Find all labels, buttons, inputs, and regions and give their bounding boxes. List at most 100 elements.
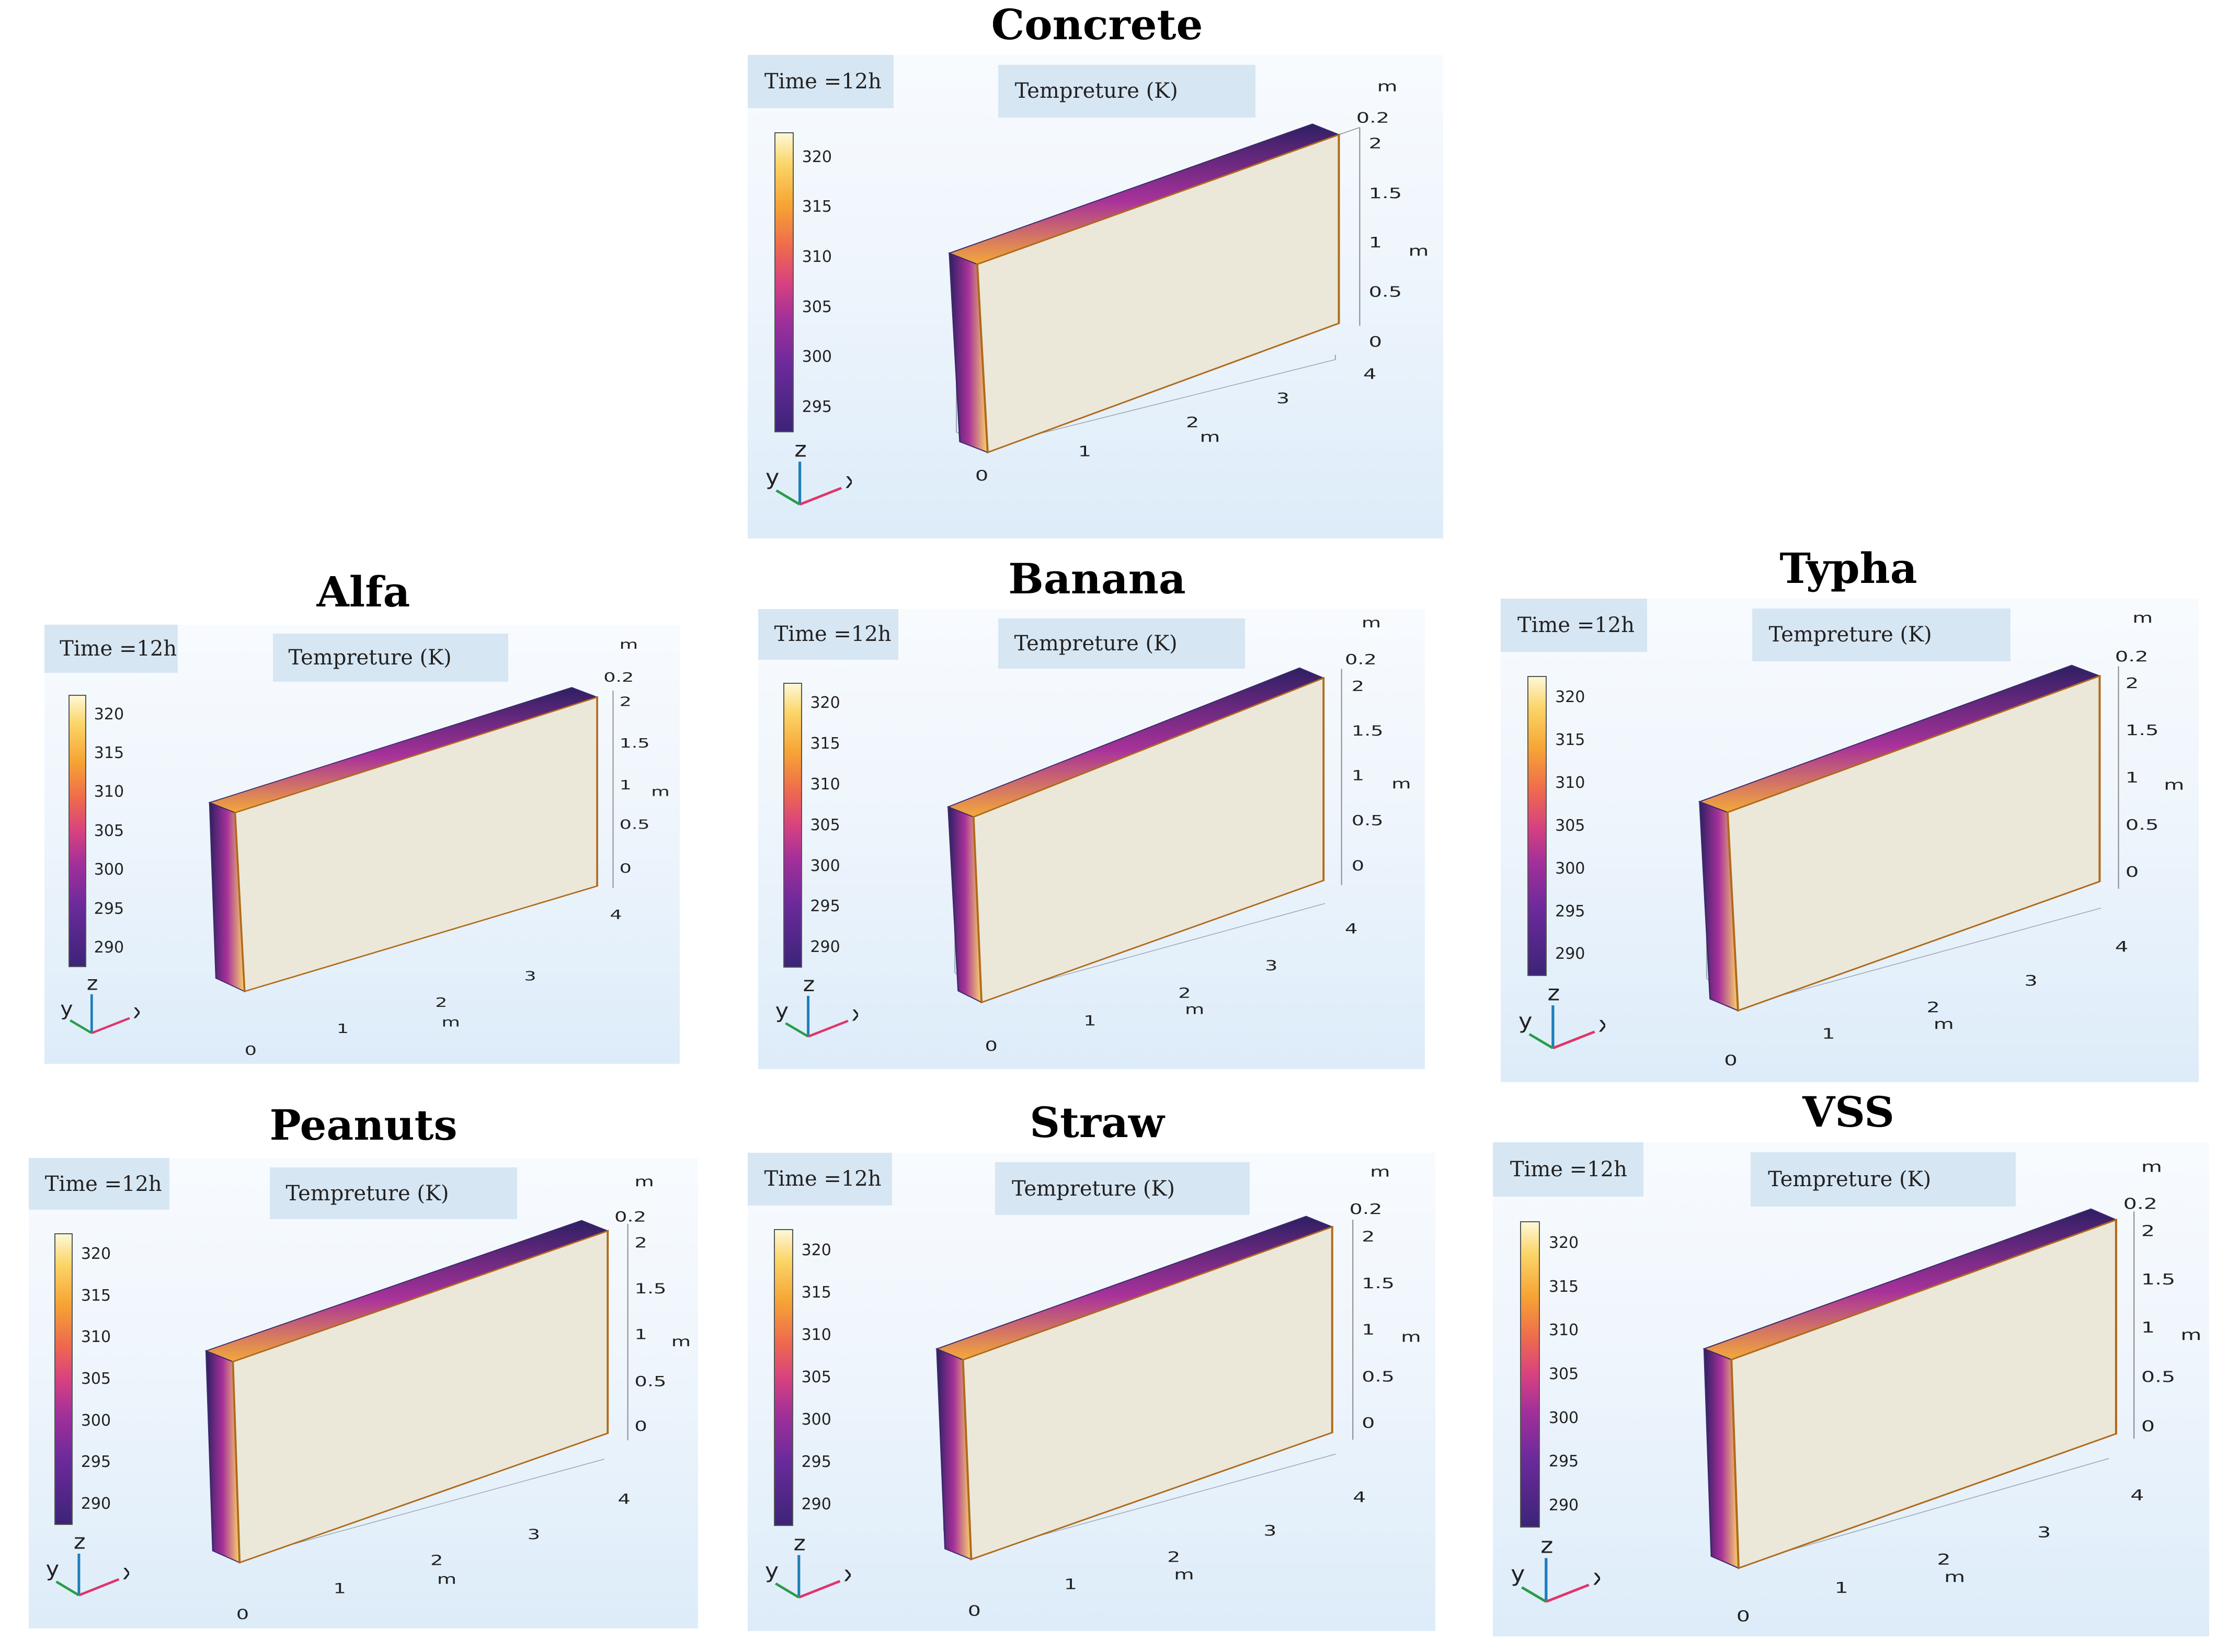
cb-tick: 290 bbox=[1555, 945, 1585, 963]
temperature-label: Tempreture (K) bbox=[1751, 1152, 2016, 1207]
z-tick: 1 bbox=[2141, 1319, 2155, 1336]
y-unit: m bbox=[2132, 610, 2153, 626]
z-unit: m bbox=[1391, 775, 1411, 791]
time-label: Time =12h bbox=[44, 625, 178, 673]
color-bar bbox=[1520, 1221, 1540, 1528]
x-tick: 0 bbox=[985, 1038, 998, 1054]
cb-tick: 290 bbox=[810, 938, 840, 957]
cb-tick: 315 bbox=[801, 1283, 831, 1302]
cb-tick: 320 bbox=[801, 1241, 831, 1259]
wall-geometry: 2 1.5 1 0.5 0 m 0.2 m 0 1 2 3 4 m bbox=[935, 1164, 1421, 1620]
svg-text:y: y bbox=[1518, 1009, 1533, 1034]
z-tick: 0.5 bbox=[634, 1373, 666, 1390]
z-tick: 2 bbox=[1352, 678, 1364, 694]
color-bar bbox=[783, 682, 803, 968]
cb-tick: 310 bbox=[81, 1328, 111, 1347]
x-tick: 1 bbox=[333, 1580, 346, 1597]
z-tick: 2 bbox=[2126, 675, 2139, 692]
x-unit: m bbox=[1934, 1016, 1954, 1032]
time-label: Time =12h bbox=[748, 55, 894, 108]
x-tick: 4 bbox=[610, 907, 622, 922]
cb-tick: 295 bbox=[1548, 1452, 1579, 1471]
cb-tick: 320 bbox=[810, 693, 840, 712]
cb-tick: 295 bbox=[801, 1453, 831, 1472]
panel-title-typha: Typha bbox=[1779, 544, 1917, 593]
cb-tick: 300 bbox=[810, 856, 840, 875]
color-bar-ticks: 320 315 310 305 300 295 290 bbox=[81, 1233, 148, 1525]
temperature-label: Tempreture (K) bbox=[1752, 608, 2011, 662]
wall-geometry: 2 1.5 1 0.5 0 m 0.2 m 0 1 2 3 4 m bbox=[204, 1173, 691, 1623]
z-tick: 1 bbox=[634, 1326, 647, 1343]
color-bar bbox=[773, 1229, 793, 1526]
svg-text:x: x bbox=[1598, 1012, 1605, 1037]
cb-tick: 300 bbox=[1548, 1408, 1579, 1427]
svg-text:x: x bbox=[1593, 1565, 1600, 1590]
x-tick: 0 bbox=[975, 467, 988, 484]
z-unit: m bbox=[2180, 1326, 2201, 1344]
x-tick: 0 bbox=[968, 1603, 981, 1620]
svg-text:y: y bbox=[45, 1556, 59, 1581]
x-tick: 4 bbox=[2130, 1487, 2144, 1504]
cb-tick: 305 bbox=[801, 1368, 831, 1386]
x-tick: 3 bbox=[1263, 1522, 1276, 1539]
cb-tick: 295 bbox=[802, 397, 832, 416]
z-tick: 0 bbox=[1369, 334, 1382, 350]
z-tick: 1.5 bbox=[634, 1280, 666, 1297]
z-tick: 2 bbox=[2141, 1223, 2155, 1240]
z-tick: 1 bbox=[1369, 234, 1382, 251]
color-bar-ticks: 320 315 310 305 300 295 290 bbox=[94, 695, 158, 967]
panel-title-vss: VSS bbox=[1802, 1087, 1894, 1137]
z-tick: 1.5 bbox=[2141, 1271, 2175, 1288]
z-tick: 0.5 bbox=[1352, 812, 1384, 829]
x-tick: 2 bbox=[1178, 985, 1191, 1001]
x-tick: 2 bbox=[435, 995, 447, 1010]
svg-text:y: y bbox=[766, 465, 780, 490]
time-label: Time =12h bbox=[29, 1158, 169, 1210]
z-tick: 2 bbox=[634, 1234, 647, 1251]
x-tick: 2 bbox=[1926, 999, 1939, 1016]
cb-tick: 320 bbox=[1555, 687, 1585, 706]
wall-geometry: 2 1.5 1 0.5 0 m 0.2 m 0 1 2 3 4 m bbox=[1698, 610, 2184, 1069]
svg-text:y: y bbox=[765, 1559, 779, 1584]
x-unit: m bbox=[441, 1015, 460, 1030]
axis-triad: z x y bbox=[775, 972, 858, 1038]
panel-peanuts: Time =12h Tempreture (K) 320 315 310 305… bbox=[29, 1158, 698, 1628]
x-tick: 0 bbox=[1724, 1052, 1737, 1069]
svg-text:z: z bbox=[1547, 981, 1560, 1005]
x-tick: 3 bbox=[524, 969, 536, 984]
z-tick: 0 bbox=[634, 1418, 647, 1435]
axis-triad: z x y bbox=[765, 1531, 851, 1599]
temperature-label: Tempreture (K) bbox=[995, 1162, 1250, 1215]
cb-tick: 300 bbox=[81, 1411, 111, 1430]
cb-tick: 300 bbox=[94, 861, 124, 879]
z-tick: 0.5 bbox=[2126, 817, 2159, 833]
cb-tick: 305 bbox=[802, 297, 832, 316]
time-label: Time =12h bbox=[758, 609, 898, 660]
color-bar bbox=[1527, 676, 1547, 976]
z-tick: 1.5 bbox=[1369, 185, 1402, 202]
z-tick: 0.5 bbox=[620, 817, 650, 832]
x-tick: 3 bbox=[2037, 1524, 2051, 1541]
x-tick: 2 bbox=[430, 1552, 443, 1568]
cb-tick: 320 bbox=[94, 705, 124, 724]
z-unit: m bbox=[651, 784, 670, 799]
y-tick: 0.2 bbox=[1356, 109, 1389, 126]
x-tick: 1 bbox=[1078, 443, 1091, 460]
z-unit: m bbox=[1409, 243, 1429, 259]
panel-title-concrete: Concrete bbox=[991, 0, 1203, 49]
cb-tick: 300 bbox=[802, 348, 832, 366]
x-tick: 4 bbox=[1345, 920, 1357, 936]
color-bar bbox=[54, 1233, 73, 1525]
cb-tick: 320 bbox=[81, 1244, 111, 1263]
cb-tick: 310 bbox=[94, 783, 124, 801]
z-unit: m bbox=[671, 1333, 691, 1350]
svg-text:z: z bbox=[794, 437, 807, 462]
cb-tick: 295 bbox=[1555, 902, 1585, 921]
x-unit: m bbox=[1174, 1566, 1194, 1583]
cb-tick: 310 bbox=[802, 247, 832, 266]
x-unit: m bbox=[1185, 1001, 1204, 1017]
cb-tick: 290 bbox=[1548, 1496, 1579, 1515]
z-tick: 1.5 bbox=[2126, 722, 2159, 739]
z-tick: 2 bbox=[620, 694, 632, 709]
svg-text:y: y bbox=[61, 997, 73, 1020]
